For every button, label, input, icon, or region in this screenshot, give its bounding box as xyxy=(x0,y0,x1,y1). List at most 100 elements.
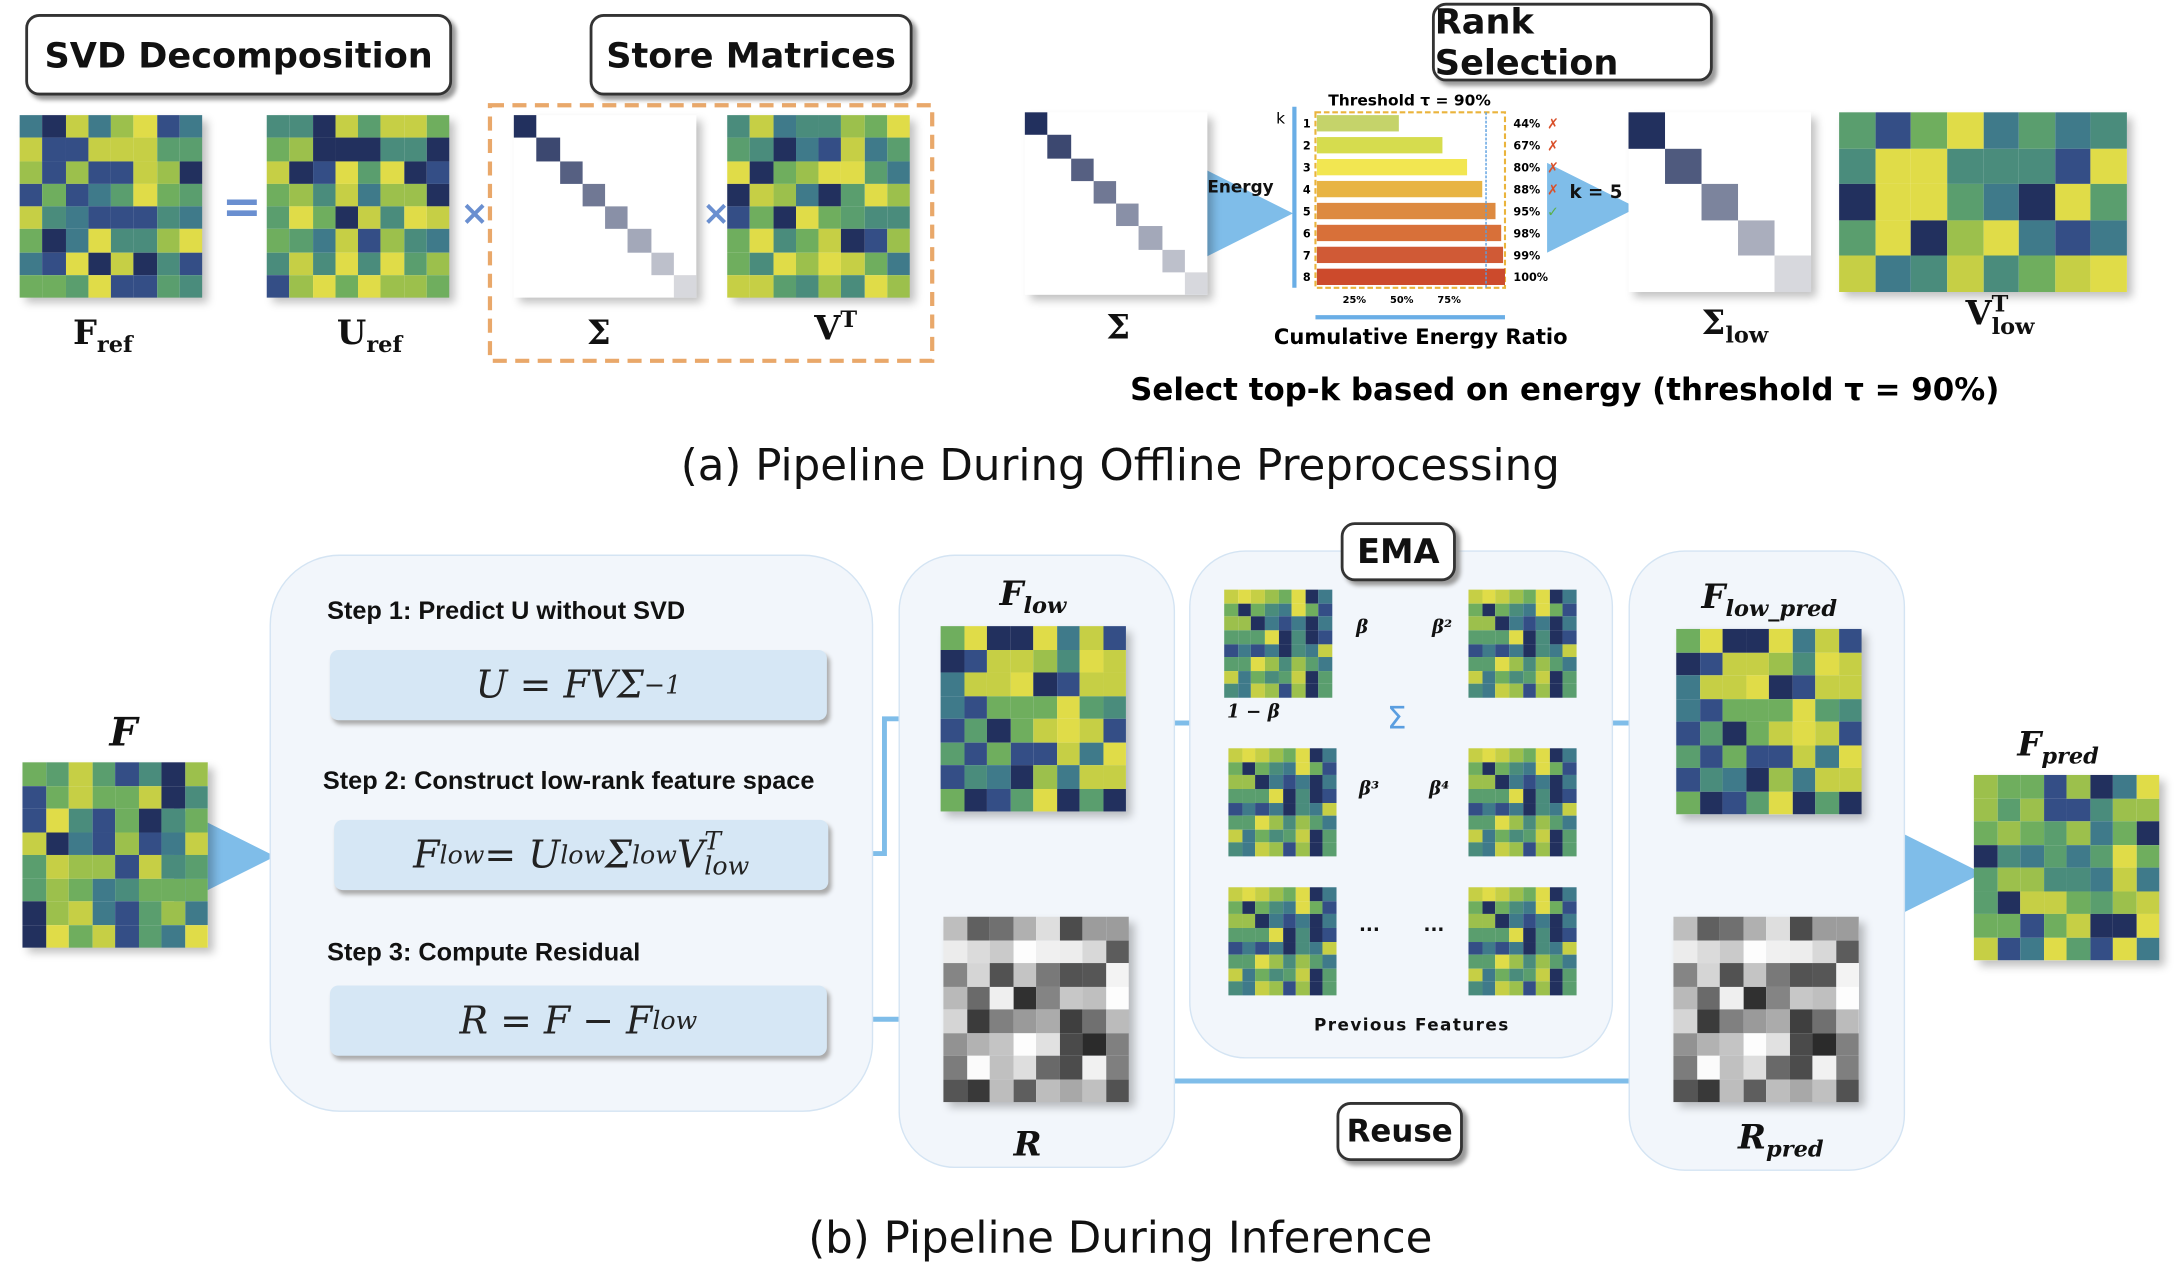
sigma-low-matrix xyxy=(1628,112,1812,293)
heatmap-cell xyxy=(1228,954,1242,969)
heatmap-cell xyxy=(1947,112,1984,149)
heatmap-cell xyxy=(1522,941,1537,955)
heatmap-cell xyxy=(1766,939,1790,964)
heatmap-cell xyxy=(266,137,290,161)
heatmap-cell xyxy=(674,138,697,161)
heatmap-cell xyxy=(1264,670,1279,685)
heatmap-cell xyxy=(2066,821,2090,845)
heatmap-cell xyxy=(1102,695,1126,719)
heatmap-cell xyxy=(22,808,46,832)
heatmap-cell xyxy=(19,229,43,253)
rank-caption: Select top-k based on energy (threshold … xyxy=(1130,373,2000,409)
heatmap-cell xyxy=(2089,844,2113,868)
heatmap-cell xyxy=(1105,1078,1129,1103)
heatmap-cell xyxy=(1323,761,1337,776)
heatmap-cell xyxy=(1162,135,1185,158)
heatmap-cell xyxy=(537,206,560,229)
heatmap-cell xyxy=(1228,802,1242,816)
heatmap-cell xyxy=(651,275,674,298)
heatmap-cell xyxy=(1495,684,1510,698)
heatmap-cell xyxy=(91,878,116,902)
heatmap-cell xyxy=(966,1009,990,1033)
heatmap-cell xyxy=(1093,272,1116,295)
heatmap-cell xyxy=(886,137,910,161)
heatmap-cell xyxy=(91,808,116,832)
energy-bar xyxy=(1316,246,1504,264)
heatmap-cell xyxy=(1264,616,1279,631)
heatmap-cell xyxy=(1309,802,1324,816)
heatmap-cell xyxy=(2054,256,2091,293)
heatmap-cell xyxy=(651,138,674,161)
heatmap-cell xyxy=(1251,630,1265,644)
heatmap-cell xyxy=(651,115,674,138)
heatmap-cell xyxy=(1036,1078,1060,1103)
heatmap-cell xyxy=(1812,939,1836,964)
heatmap-cell xyxy=(2054,220,2091,257)
heatmap-cell xyxy=(1522,927,1537,942)
heatmap-cell xyxy=(1025,272,1048,295)
heatmap-cell xyxy=(1549,630,1564,644)
heatmap-cell xyxy=(1549,616,1564,631)
heatmap-cell xyxy=(1676,767,1700,792)
heatmap-cell xyxy=(1093,135,1116,158)
heatmap-cell xyxy=(1102,626,1126,650)
heatmap-cell xyxy=(1563,900,1577,915)
heatmap-cell xyxy=(1536,603,1550,617)
heatmap-cell xyxy=(403,160,427,184)
heatmap-cell xyxy=(138,878,162,902)
heatmap-cell xyxy=(1268,927,1283,942)
heatmap-cell xyxy=(1766,1078,1790,1103)
heatmap-cell xyxy=(91,854,116,879)
heatmap-cell xyxy=(1522,914,1537,928)
heatmap-cell xyxy=(1839,184,1876,221)
heatmap-cell xyxy=(1468,788,1482,803)
heatmap-cell xyxy=(1838,628,1862,653)
heatmap-cell xyxy=(1282,748,1296,762)
heatmap-cell xyxy=(179,206,203,230)
heatmap-cell xyxy=(1839,256,1876,293)
heatmap-cell xyxy=(138,924,162,948)
heatmap-cell xyxy=(68,854,92,879)
heatmap-cell xyxy=(1033,741,1057,766)
heatmap-cell xyxy=(68,924,92,948)
heatmap-cell xyxy=(1012,916,1037,940)
heatmap-cell xyxy=(886,229,910,253)
heatmap-cell xyxy=(1481,954,1496,969)
heatmap-cell xyxy=(1745,767,1769,792)
energy-bar xyxy=(1316,224,1502,242)
heatmap-cell xyxy=(1323,927,1337,942)
heatmap-cell xyxy=(380,137,404,161)
heatmap-cell xyxy=(1268,914,1283,928)
energy-bar-chart: Threshold τ = 90% k 1 44% ✗ 2 67% ✗ 3 80% ✗ 4 88% ✗ 5 9… xyxy=(1269,84,1571,351)
heatmap-cell xyxy=(156,137,180,161)
heatmap-cell xyxy=(1318,684,1333,698)
previous-feature xyxy=(1468,748,1577,857)
heatmap-cell xyxy=(1305,684,1319,698)
heatmap-cell xyxy=(1536,630,1550,644)
heatmap-cell xyxy=(1481,914,1496,928)
heatmap-cell xyxy=(1536,900,1550,915)
heatmap-cell xyxy=(1468,684,1482,698)
heatmap-cell xyxy=(68,762,92,786)
heatmap-cell xyxy=(19,206,43,230)
heatmap-cell xyxy=(1241,941,1256,955)
heatmap-cell xyxy=(1278,643,1292,658)
heatmap-cell xyxy=(1105,963,1129,987)
heatmap-cell xyxy=(1722,628,1746,653)
heatmap-cell xyxy=(559,229,582,252)
heatmap-cell xyxy=(1789,1009,1813,1033)
heatmap-cell xyxy=(161,762,185,786)
heatmap-cell xyxy=(1481,761,1496,776)
heatmap-cell xyxy=(1536,815,1550,830)
heatmap-cell xyxy=(605,161,628,184)
v-low-sub: low xyxy=(1991,312,2035,340)
heatmap-cell xyxy=(1282,941,1296,955)
heatmap-cell xyxy=(19,160,43,184)
heatmap-cell xyxy=(312,229,336,253)
heatmap-cell xyxy=(1563,603,1577,617)
bar-mark-icon: ✓ xyxy=(1547,205,1559,221)
heatmap-cell xyxy=(1997,867,2021,891)
heatmap-cell xyxy=(156,206,180,230)
heatmap-cell xyxy=(1702,112,1739,148)
heatmap-cell xyxy=(1468,670,1482,685)
